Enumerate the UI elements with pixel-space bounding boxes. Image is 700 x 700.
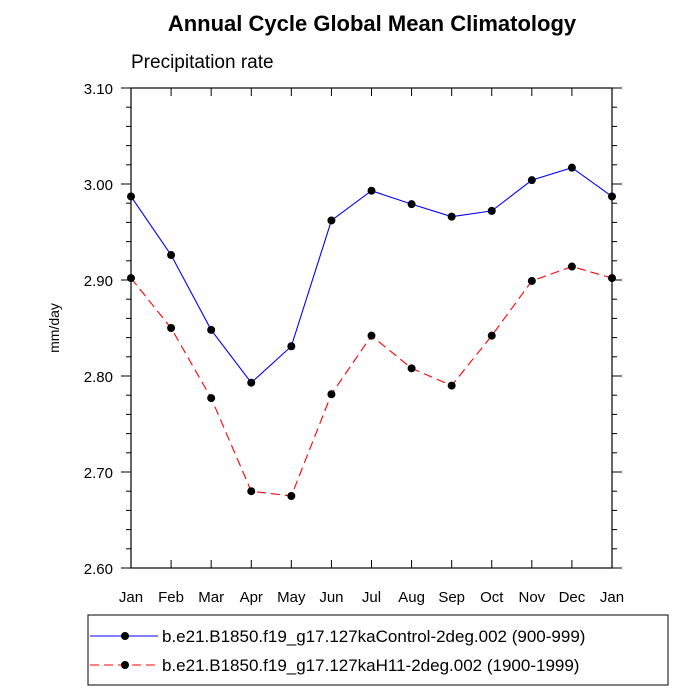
data-point-series-2 (207, 394, 216, 403)
series-line-2 (130, 265, 613, 497)
data-point-series-1 (447, 212, 456, 221)
data-point-series-2 (527, 276, 536, 285)
data-point-series-2 (247, 487, 256, 496)
data-point-series-1 (327, 216, 336, 225)
x-tick-label: Apr (240, 589, 263, 606)
y-tick-label: 2.60 (84, 561, 113, 578)
data-point-series-2 (167, 324, 176, 332)
data-point-series-1 (247, 378, 256, 387)
x-tick-label: Aug (398, 589, 425, 606)
data-point-series-2 (447, 381, 456, 390)
x-tick-label: Oct (480, 589, 504, 606)
data-point-series-1 (167, 251, 176, 260)
data-point-series-2 (567, 262, 576, 271)
x-tick-label: Sep (438, 589, 465, 606)
data-point-series-2 (327, 390, 336, 399)
x-tick-label: Nov (518, 589, 545, 606)
legend-swatch-marker-2 (121, 661, 129, 669)
y-tick-label: 3.10 (84, 81, 113, 98)
legend-swatch-marker-1 (121, 632, 129, 640)
series-line-1 (130, 167, 613, 384)
y-axis-label: mm/day (46, 303, 62, 353)
legend-label-1: b.e21.B1850.f19_g17.127kaControl-2deg.00… (162, 627, 585, 646)
data-point-series-2 (407, 364, 416, 373)
y-tick-label: 2.90 (84, 273, 113, 290)
plot-frame (130, 87, 613, 569)
x-tick-label: May (277, 589, 306, 606)
data-point-series-1 (407, 200, 416, 209)
y-tick-label: 2.80 (84, 369, 113, 386)
x-tick-label: Jan (600, 589, 624, 606)
chart-title: Annual Cycle Global Mean Climatology (168, 11, 577, 36)
legend-label-2: b.e21.B1850.f19_g17.127kaH11-2deg.002 (1… (162, 656, 579, 675)
data-point-series-1 (527, 176, 536, 185)
data-point-series-1 (487, 206, 496, 215)
data-point-series-2 (287, 492, 296, 500)
data-point-series-2 (367, 331, 376, 340)
data-point-series-1 (567, 163, 576, 172)
x-tick-label: Feb (158, 589, 184, 606)
y-tick-label: 2.70 (84, 465, 113, 482)
data-point-series-1 (207, 325, 216, 334)
legend-box (87, 614, 669, 686)
x-tick-label: Dec (559, 589, 586, 606)
x-tick-label: Jan (119, 589, 143, 606)
y-tick-label: 3.00 (84, 177, 113, 194)
x-tick-label: Mar (198, 589, 224, 606)
chart-subtitle: Precipitation rate (131, 52, 274, 73)
x-tick-label: Jul (362, 589, 381, 606)
x-tick-label: Jun (319, 589, 343, 606)
data-point-series-1 (287, 342, 296, 351)
data-point-series-1 (367, 186, 376, 195)
data-point-series-2 (487, 331, 496, 340)
